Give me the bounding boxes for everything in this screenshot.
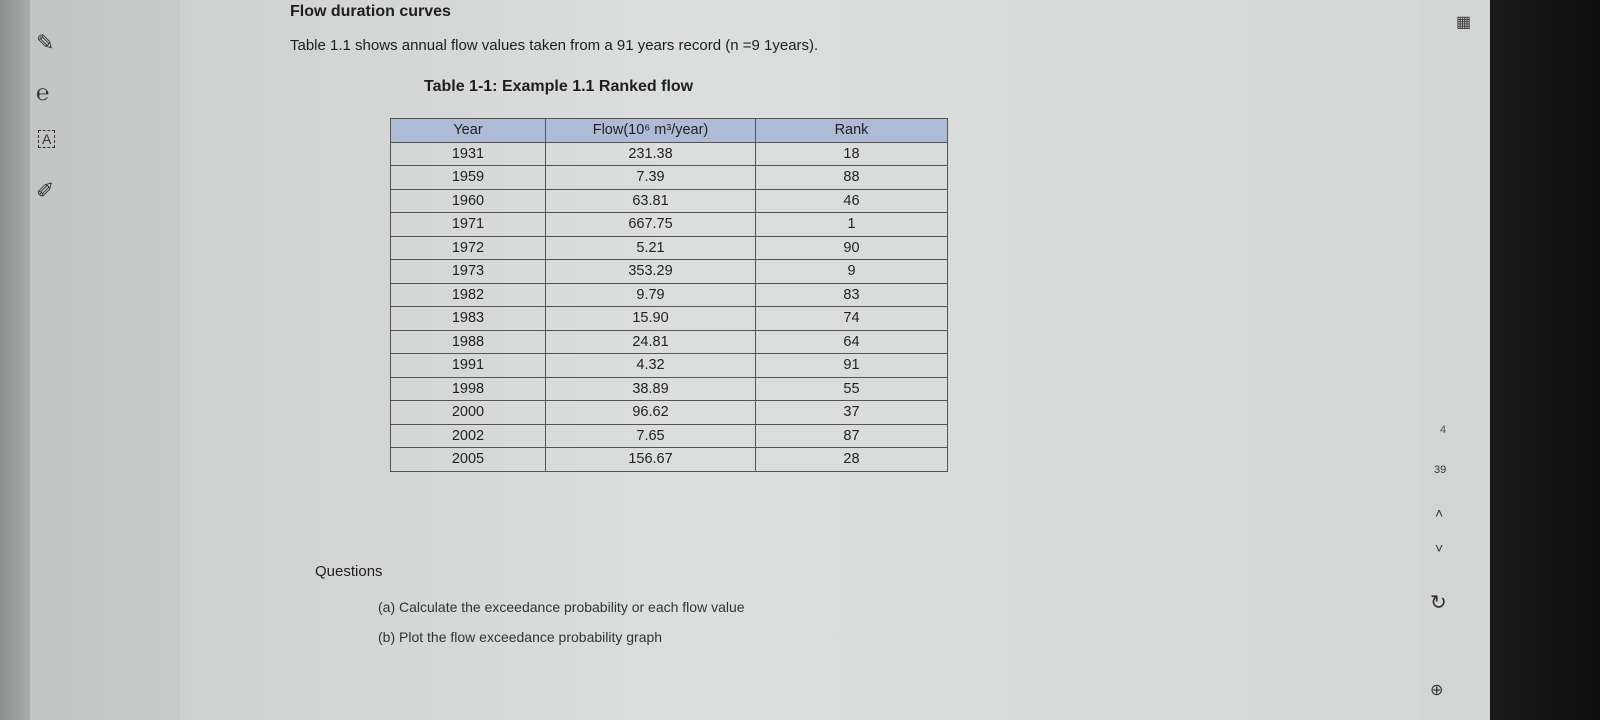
table-cell: 1988	[390, 329, 546, 354]
table-cell: 4.32	[545, 353, 756, 378]
table-cell: 15.90	[545, 306, 756, 331]
table-cell: 156.67	[545, 447, 756, 472]
table-row: 2000 96.62 37	[390, 400, 948, 425]
table-row: 1973 353.29 9	[390, 259, 948, 284]
table-cell: 88	[755, 165, 948, 190]
table-cell: 353.29	[545, 259, 756, 284]
table-cell: 90	[755, 235, 948, 260]
table-cell: 63.81	[545, 188, 756, 213]
table-cell: 24.81	[545, 329, 756, 354]
table-row: 1982 9.79 83	[390, 282, 948, 307]
table-cell: 28	[755, 447, 948, 472]
table-cell: 2005	[390, 447, 546, 472]
table-row: 1998 38.89 55	[390, 376, 948, 401]
table-cell: 37	[755, 400, 948, 425]
table-cell: 1971	[390, 212, 546, 237]
questions-title: Questions	[315, 563, 383, 580]
table-row: 2002 7.65 87	[390, 423, 948, 448]
table-cell: 1960	[390, 188, 546, 213]
table-cell: 1959	[390, 165, 546, 190]
table-cell: 1973	[390, 259, 546, 284]
eraser-tool[interactable]: ℮	[36, 80, 50, 105]
heading: Flow duration curves	[290, 3, 451, 20]
table-cell: 1931	[390, 141, 546, 166]
page-total: 39	[1434, 464, 1447, 476]
table-cell: 9	[755, 259, 948, 284]
grid-view-button[interactable]: ▦	[1456, 14, 1472, 31]
table-cell: 91	[755, 353, 948, 378]
question-item: (a) Calculate the exceedance probability…	[378, 599, 745, 615]
intro: Table 1.1 shows annual flow values taken…	[290, 37, 819, 54]
table-cell: 1991	[390, 353, 546, 378]
text-tool[interactable]: A	[38, 130, 56, 148]
page-current: 4	[1440, 424, 1447, 436]
right-panel: ▦ 4 39 ˄ ˅ ↻ ⊕	[1420, 0, 1490, 720]
question-item: (b) Plot the flow exceedance probability…	[378, 629, 663, 645]
table-cell: 5.21	[545, 235, 756, 260]
table-cell: 1972	[390, 235, 546, 260]
header-row: Year Flow(10⁶ m³/year) Rank	[390, 118, 948, 143]
page-down[interactable]: ˅	[1435, 540, 1444, 556]
table-cell: 1998	[390, 376, 546, 401]
tool-panel: ✎ ℮ A ✐	[30, 0, 180, 720]
column-header: Flow(10⁶ m³/year)	[545, 118, 756, 143]
table-cell: 1983	[390, 306, 546, 331]
highlight-tool[interactable]: ✐	[36, 178, 55, 203]
table-cell: 9.79	[545, 282, 756, 307]
table-row: 1983 15.90 74	[390, 306, 948, 331]
table-cell: 38.89	[545, 376, 756, 401]
table-cell: 64	[755, 329, 948, 354]
table-row: 1991 4.32 91	[390, 353, 948, 378]
table-cell: 7.39	[545, 165, 756, 190]
table-cell: 55	[755, 376, 948, 401]
page-up[interactable]: ˄	[1435, 505, 1444, 521]
question-list: (a) Calculate the exceedance probability…	[378, 592, 745, 652]
refresh-button[interactable]: ↻	[1430, 592, 1447, 614]
table-cell: 2000	[390, 400, 546, 425]
table-cell: 231.38	[545, 141, 756, 166]
table-cell: 2002	[390, 423, 546, 448]
screen-bezel	[1490, 0, 1600, 720]
table-cell: 83	[755, 282, 948, 307]
table-row: 1960 63.81 46	[390, 188, 948, 213]
table-cell: 7.65	[545, 423, 756, 448]
table-cell: 46	[755, 188, 948, 213]
table-cell: 74	[755, 306, 948, 331]
table-row: 1931 231.38 18	[390, 141, 948, 166]
zoom-button[interactable]: ⊕	[1430, 682, 1444, 699]
table-cell: 667.75	[545, 212, 756, 237]
table-row: 1959 7.39 88	[390, 165, 948, 190]
table-cell: 18	[755, 141, 948, 166]
column-header: Year	[390, 118, 546, 143]
column-header: Rank	[755, 118, 948, 143]
table-row: 1988 24.81 64	[390, 329, 948, 354]
pen-tool[interactable]: ✎	[36, 30, 55, 55]
caption: Table 1-1: Example 1.1 Ranked flow	[424, 78, 694, 95]
table-cell: 1	[755, 212, 948, 237]
table-cell: 96.62	[545, 400, 756, 425]
left-edge	[0, 0, 30, 720]
table-cell: 1982	[390, 282, 546, 307]
document-page: Flow duration curves Table 1.1 shows ann…	[180, 0, 1420, 720]
table-cell: 87	[755, 423, 948, 448]
table-row: 2005 156.67 28	[390, 447, 948, 472]
table-row: 1972 5.21 90	[390, 235, 948, 260]
table-row: 1971 667.75 1	[390, 212, 948, 237]
ranked-flow-table: Year Flow(10⁶ m³/year) Rank 1931 231.38 18 19…	[390, 118, 948, 472]
